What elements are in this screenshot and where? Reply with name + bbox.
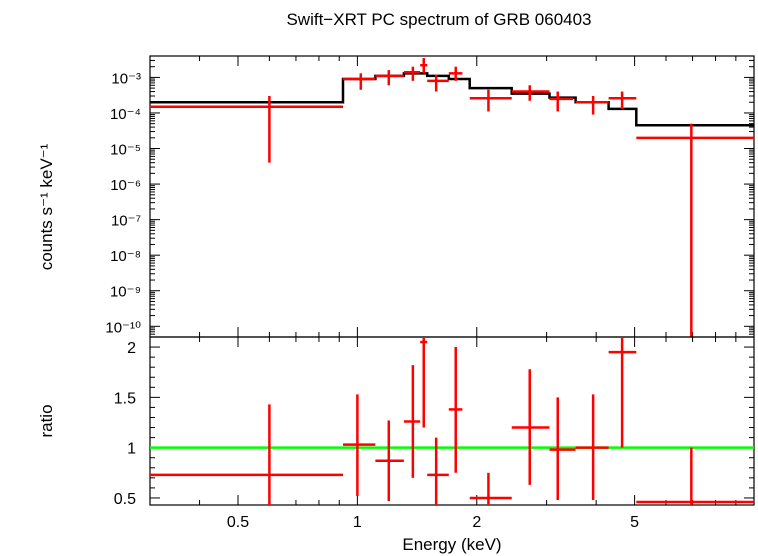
ratio-point: [150, 404, 344, 505]
spectrum-y-tick-labels: 10⁻³ 10⁻⁴ 10⁻⁵ 10⁻⁶ 10⁻⁷ 10⁻⁸ 10⁻⁹ 10⁻¹⁰: [105, 70, 141, 336]
spectrum-panel-frame: [149, 55, 755, 338]
ratio-point: [575, 394, 609, 500]
data-point: [448, 66, 463, 81]
y-tick-label: 10⁻⁶: [110, 177, 141, 194]
model-layer: [150, 72, 754, 127]
y-tick-label: 1: [127, 441, 136, 458]
ratio-y-tick-labels: 0.5 1 1.5 2: [114, 340, 136, 508]
y-tick-label: 1.5: [114, 390, 136, 407]
y-tick-label: 10⁻⁵: [110, 142, 141, 159]
y-tick-label: 10⁻³: [111, 70, 141, 87]
spectrum-axis-ticks: [149, 55, 755, 337]
data-point: [427, 74, 449, 92]
x-tick-label: 0.5: [227, 514, 249, 531]
ratio-point: [636, 447, 754, 505]
spectrum-y-axis-label: counts s⁻¹ keV⁻¹: [37, 143, 56, 270]
model-step-line: [150, 72, 754, 127]
y-tick-label: 10⁻¹⁰: [105, 319, 141, 336]
data-point: [343, 73, 376, 90]
y-tick-label: 2: [127, 340, 136, 357]
ratio-data-layer: [150, 337, 754, 505]
y-tick-label: 0.5: [114, 491, 136, 508]
data-layer: [150, 58, 754, 337]
ratio-point: [511, 369, 550, 485]
data-point: [375, 70, 404, 86]
data-point: [549, 91, 574, 112]
ratio-y-axis-label: ratio: [37, 404, 56, 437]
ratio-point: [469, 472, 512, 505]
ratio-point: [420, 337, 428, 428]
energy-x-tick-labels: 0.5 1 2 5: [227, 514, 639, 531]
data-point: [575, 95, 609, 115]
y-tick-label: 10⁻⁸: [110, 248, 141, 265]
data-point: [150, 95, 344, 163]
y-tick-label: 10⁻⁹: [110, 284, 141, 301]
x-tick-label: 1: [353, 514, 362, 531]
ratio-point: [403, 365, 421, 478]
ratio-axis-ticks: [149, 336, 755, 505]
ratio-point: [608, 337, 637, 448]
ratio-point: [448, 347, 463, 473]
ratio-point: [549, 397, 576, 500]
data-point: [469, 89, 512, 112]
ratio-point: [427, 437, 449, 505]
data-point: [420, 58, 428, 74]
ratio-point: [343, 394, 376, 496]
data-point: [511, 85, 550, 101]
data-point: [608, 91, 637, 109]
x-tick-label: 2: [472, 514, 481, 531]
data-point: [636, 123, 754, 337]
ratio-point: [375, 420, 404, 501]
data-point: [403, 66, 421, 81]
ratio-panel-frame: [149, 336, 755, 506]
chart-title: Swift−XRT PC spectrum of GRB 060403: [286, 10, 591, 29]
x-tick-label: 5: [630, 514, 639, 531]
x-axis-label: Energy (keV): [402, 535, 501, 554]
y-tick-label: 10⁻⁴: [110, 106, 141, 123]
y-tick-label: 10⁻⁷: [111, 213, 141, 230]
